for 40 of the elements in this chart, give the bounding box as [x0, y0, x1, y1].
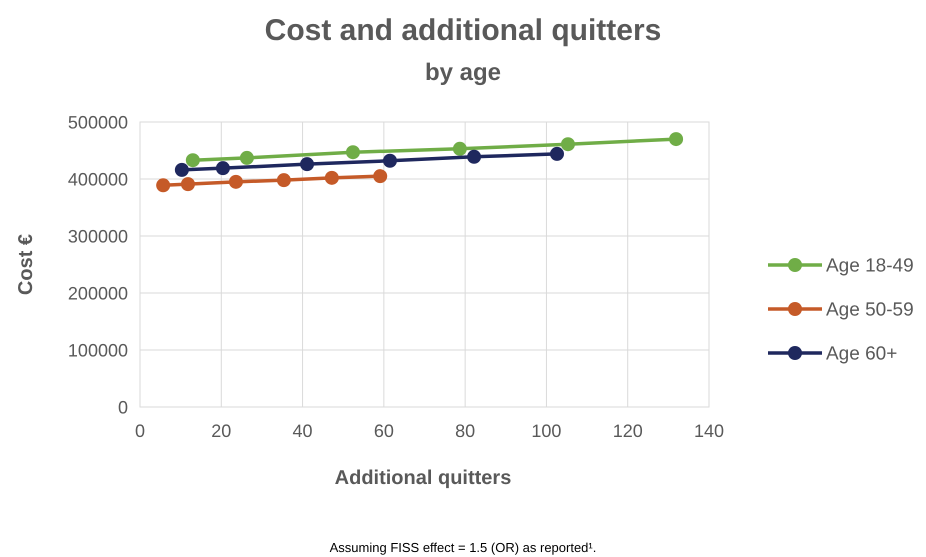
point	[216, 161, 230, 176]
text: Assuming FISS effect = 1.5 (OR) as reported¹.	[330, 540, 596, 555]
x-tick-label: 100	[531, 421, 562, 441]
legend-label: Age 50-59	[826, 300, 914, 321]
point	[452, 142, 467, 156]
y-tick-label: 0	[118, 397, 128, 418]
x-tick-label: 0	[134, 421, 146, 441]
x-tick-label: 40	[292, 421, 313, 441]
x-tick-label: 140	[694, 421, 724, 441]
point	[240, 150, 254, 165]
point	[560, 137, 575, 152]
x-tick-label: 20	[211, 421, 232, 441]
point	[174, 162, 189, 177]
x-tick-label: 80	[455, 421, 476, 441]
y-tick-label: 200000	[68, 283, 128, 304]
point	[373, 169, 388, 184]
x-tick-label: 120	[612, 421, 643, 441]
x-tick-label: 60	[374, 421, 394, 441]
point	[276, 173, 291, 188]
x-axis-title: Additional quitters	[334, 467, 512, 489]
point	[467, 150, 482, 164]
point	[300, 157, 314, 172]
point	[669, 132, 684, 146]
point	[228, 174, 243, 189]
point	[186, 153, 200, 168]
legend-label: Age 18-49	[826, 256, 914, 277]
point	[180, 177, 195, 192]
y-tick-label: 500000	[68, 112, 128, 132]
point	[346, 145, 360, 160]
point	[550, 146, 564, 161]
y-axis-title: Cost €	[15, 234, 37, 296]
y-tick-label: 400000	[68, 169, 128, 190]
chart-subtitle: by age	[424, 59, 502, 86]
legend-label: Age 60+	[826, 344, 898, 365]
y-tick-label: 100000	[68, 340, 128, 360]
chart-title: Cost and additional quitters	[264, 14, 662, 47]
y-tick-label: 300000	[68, 226, 128, 246]
point	[324, 170, 339, 185]
point	[156, 178, 170, 192]
point	[382, 154, 397, 168]
